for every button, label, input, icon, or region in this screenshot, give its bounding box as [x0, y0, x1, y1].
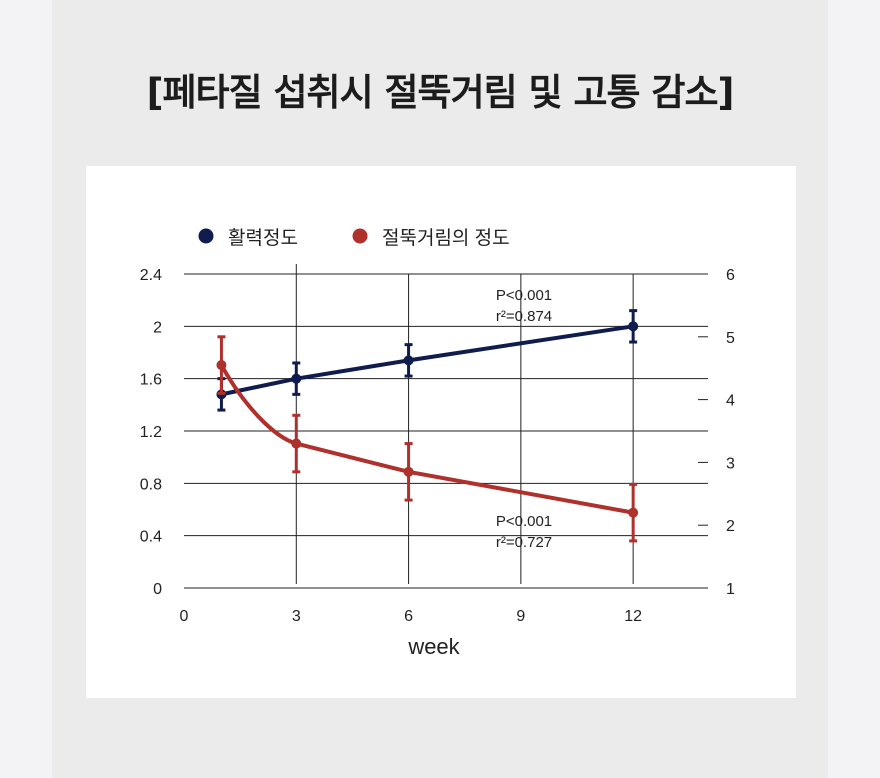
- data-point: [291, 438, 302, 449]
- legend-label: 절뚝거림의 정도: [382, 227, 510, 249]
- data-point: [216, 360, 227, 371]
- legend-marker: [352, 228, 368, 244]
- stat-p-value: P<0.001: [496, 513, 552, 530]
- y-right-tick-label: 1: [726, 581, 735, 598]
- y-right-tick-label: 2: [726, 518, 735, 535]
- series-line-limping: [219, 364, 634, 515]
- y-left-tick-label: 1.2: [140, 424, 162, 441]
- y-right-tick-label: 6: [726, 267, 735, 284]
- data-point: [403, 466, 414, 477]
- y-left-tick-label: 0.4: [140, 529, 162, 546]
- x-tick-label: 3: [292, 608, 301, 625]
- y-left-tick-label: 1.6: [140, 372, 162, 389]
- stat-r-squared: r²=0.874: [496, 308, 552, 325]
- y-right-tick-label: 3: [726, 455, 735, 472]
- y-right-tick-label: 5: [726, 330, 735, 347]
- data-point: [628, 321, 639, 332]
- y-right-tick-label: 4: [726, 393, 735, 410]
- data-point: [628, 507, 639, 518]
- page-title: [페타질 섭취시 절뚝거림 및 고통 감소]: [146, 71, 735, 114]
- y-left-tick-label: 2.4: [140, 267, 162, 284]
- x-tick-label: 6: [404, 608, 413, 625]
- stat-r-squared: r²=0.727: [496, 534, 552, 551]
- legend-marker: [198, 228, 214, 244]
- x-tick-label: 12: [624, 608, 642, 625]
- legend-label: 활력정도: [228, 227, 298, 249]
- y-left-tick-label: 0: [153, 581, 162, 598]
- y-left-tick-label: 2: [153, 319, 162, 336]
- chart-card: 0 0.4 0.8 1.2 1.6 2 2.4 1 2 3 4 5 6 0 3 6 9 12 week P<0.001…: [86, 166, 796, 698]
- data-point: [403, 355, 414, 366]
- x-tick-label: 0: [180, 608, 189, 625]
- x-tick-label: 9: [516, 608, 525, 625]
- x-axis-label: week: [407, 634, 460, 659]
- y-left-tick-label: 0.8: [140, 476, 162, 493]
- series-line-vitality: [221, 324, 634, 397]
- stat-p-value: P<0.001: [496, 287, 552, 304]
- data-point: [291, 373, 302, 384]
